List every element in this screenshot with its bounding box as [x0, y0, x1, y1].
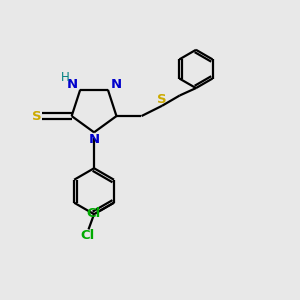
Text: Cl: Cl [80, 230, 94, 242]
Text: H: H [61, 71, 69, 84]
Text: N: N [66, 78, 77, 91]
Text: S: S [157, 93, 167, 106]
Text: S: S [32, 110, 42, 123]
Text: Cl: Cl [86, 207, 100, 220]
Text: N: N [88, 133, 100, 146]
Text: N: N [111, 78, 122, 91]
